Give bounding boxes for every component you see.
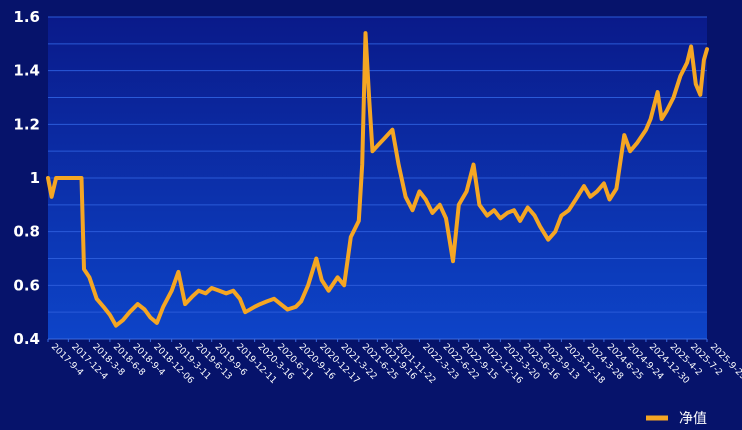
y-tick-label: 1.4 <box>13 62 40 80</box>
legend-label: 净值 <box>679 411 707 427</box>
series-layer <box>46 31 709 328</box>
y-tick-label: 1.6 <box>13 8 40 26</box>
grid-lines <box>48 16 707 340</box>
series-line-net-value <box>46 31 709 328</box>
legend: 净值 <box>646 411 707 427</box>
y-tick-label: 0.4 <box>13 330 40 348</box>
y-tick-label: 1 <box>30 169 40 187</box>
y-tick-label: 1.2 <box>13 115 40 133</box>
y-axis: 0.4 0.6 0.8 1 1.2 1.4 1.6 <box>13 8 40 348</box>
x-axis: 2017-9-42017-12-42018-3-82018-6-82018-9-… <box>47 338 742 386</box>
y-tick-label: 0.6 <box>13 276 40 294</box>
y-tick-label: 0.8 <box>13 223 40 241</box>
